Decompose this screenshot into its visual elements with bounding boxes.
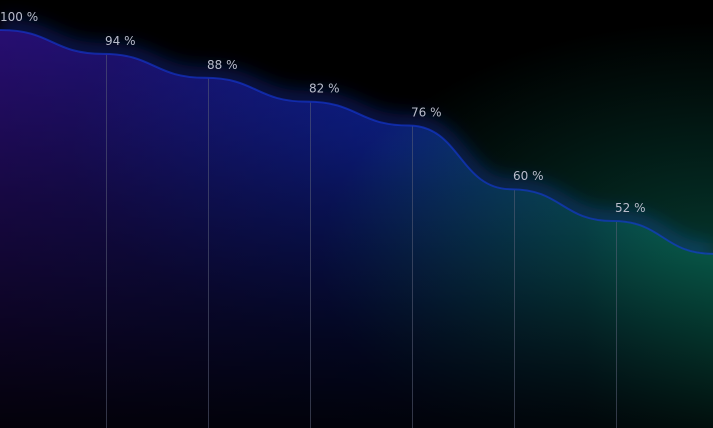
data-label: 88 % [207, 58, 238, 72]
area-edge-line [0, 29, 713, 255]
data-label: 76 % [411, 106, 442, 120]
data-label: 100 % [0, 10, 38, 24]
data-label: 52 % [615, 201, 646, 215]
data-label: 82 % [309, 82, 340, 96]
data-label: 60 % [513, 169, 544, 183]
data-label: 94 % [105, 34, 136, 48]
